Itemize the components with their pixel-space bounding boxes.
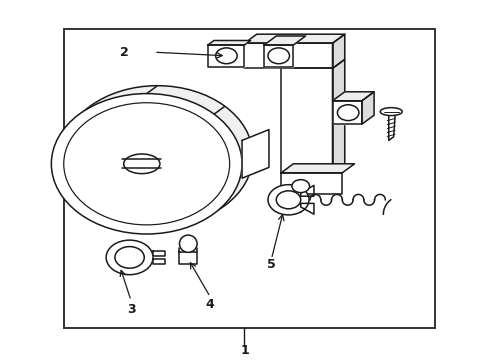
Polygon shape (332, 92, 373, 101)
Bar (63, 29, 434, 328)
Text: 4: 4 (205, 298, 214, 311)
Polygon shape (244, 34, 344, 43)
Polygon shape (300, 203, 313, 214)
Circle shape (63, 103, 229, 225)
Circle shape (115, 247, 144, 268)
Polygon shape (283, 187, 300, 212)
Polygon shape (332, 101, 361, 124)
Polygon shape (207, 41, 250, 45)
Circle shape (276, 191, 300, 209)
Circle shape (51, 94, 242, 234)
Polygon shape (207, 45, 244, 67)
Circle shape (62, 86, 252, 226)
Polygon shape (264, 36, 305, 45)
Polygon shape (153, 259, 164, 264)
Circle shape (106, 240, 153, 275)
Polygon shape (332, 59, 344, 173)
Text: 1: 1 (240, 345, 248, 357)
Polygon shape (179, 252, 197, 264)
Polygon shape (361, 92, 373, 124)
Polygon shape (281, 68, 332, 173)
Polygon shape (300, 185, 313, 196)
Circle shape (267, 185, 308, 215)
Polygon shape (244, 43, 332, 68)
Circle shape (337, 105, 358, 121)
Circle shape (291, 180, 309, 193)
Text: 5: 5 (266, 258, 275, 271)
Polygon shape (388, 115, 394, 140)
Polygon shape (332, 34, 344, 68)
Text: 2: 2 (120, 46, 129, 59)
Ellipse shape (123, 154, 160, 174)
Polygon shape (264, 45, 293, 67)
Polygon shape (281, 164, 354, 173)
Polygon shape (281, 173, 342, 194)
Circle shape (267, 48, 289, 64)
Text: 3: 3 (126, 303, 135, 316)
Circle shape (215, 48, 237, 64)
Ellipse shape (179, 235, 197, 252)
Ellipse shape (380, 108, 401, 116)
Polygon shape (242, 130, 268, 178)
Polygon shape (153, 251, 164, 256)
